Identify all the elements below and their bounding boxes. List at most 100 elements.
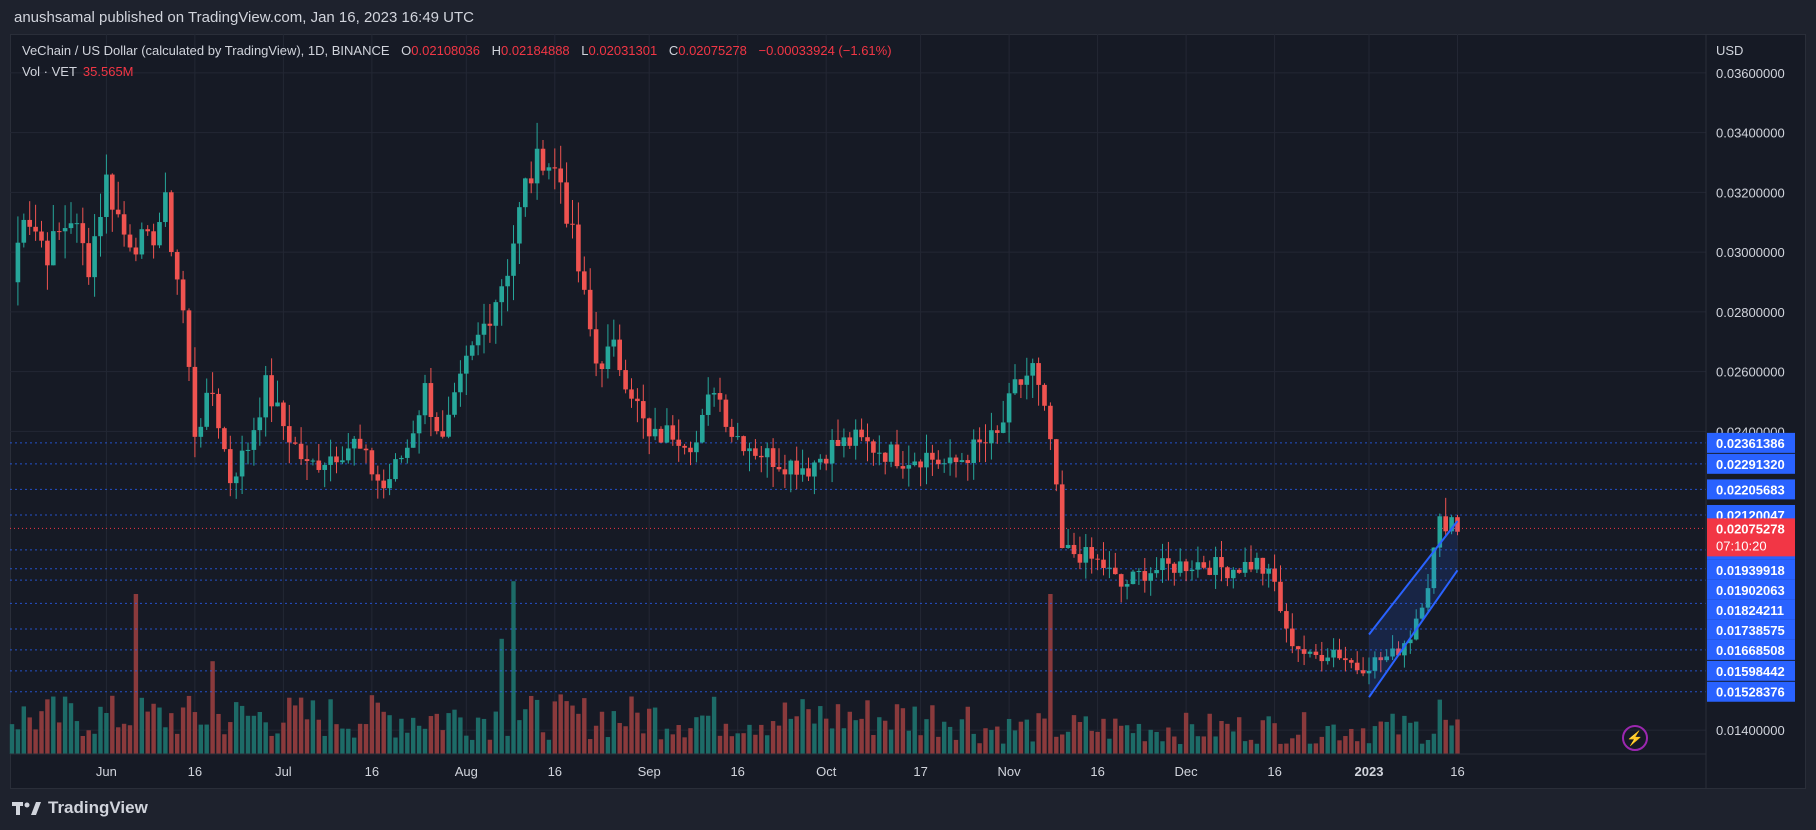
- volume-bar: [865, 700, 870, 754]
- x-tick-label: 16: [730, 764, 744, 779]
- volume-bar: [245, 715, 251, 754]
- candle-body: [251, 430, 257, 450]
- volume-bar: [228, 722, 233, 754]
- candle-body: [27, 219, 32, 227]
- candle-body: [1242, 561, 1248, 573]
- candle-body: [298, 443, 304, 460]
- volume-bar: [281, 722, 286, 754]
- candle-body: [652, 428, 658, 437]
- volume-bar: [322, 735, 327, 754]
- candle-body: [1313, 651, 1319, 655]
- candle-body: [1124, 584, 1130, 587]
- volume-bar: [676, 725, 681, 754]
- candle-body: [906, 465, 912, 469]
- candle-body: [434, 416, 440, 432]
- lightning-icon[interactable]: ⚡: [1622, 725, 1648, 751]
- candle-body: [281, 402, 286, 427]
- volume-bar: [735, 733, 740, 754]
- volume-bar: [62, 696, 68, 754]
- volume-bar: [393, 737, 398, 754]
- volume-key[interactable]: Vol · VET: [22, 64, 77, 79]
- volume-bar: [1077, 722, 1083, 754]
- candle-body: [410, 433, 416, 448]
- candle-body: [440, 431, 445, 437]
- volume-bar: [210, 661, 215, 754]
- tradingview-logo[interactable]: TradingView: [12, 798, 148, 818]
- volume-bar: [664, 728, 670, 754]
- volume-bar: [1060, 734, 1065, 754]
- volume-bar: [1378, 721, 1383, 754]
- candle-body: [1278, 581, 1283, 612]
- volume-bar: [110, 695, 115, 754]
- candle-body: [1337, 649, 1342, 659]
- volume-bar: [806, 709, 811, 754]
- volume-bar: [1148, 729, 1153, 754]
- candle-body: [1366, 670, 1372, 674]
- volume-bar: [9, 724, 15, 754]
- volume-bar: [33, 729, 38, 754]
- candle-body: [157, 222, 162, 246]
- candle-body: [464, 355, 469, 374]
- candle-body: [1018, 379, 1024, 385]
- volume-bar: [971, 733, 976, 754]
- candle-body: [546, 167, 552, 171]
- volume-bar: [1449, 725, 1454, 754]
- candle-body: [800, 468, 805, 475]
- price-labels-layer: 0.023613860.022913200.022056830.02120047…: [1707, 432, 1795, 702]
- price-level-tag: [1707, 432, 1795, 453]
- candle-body: [882, 452, 888, 462]
- candle-body: [534, 148, 540, 184]
- chart-legend-volume: Vol · VET 35.565M: [22, 64, 134, 79]
- volume-bar: [1278, 743, 1283, 754]
- volume-bar: [1402, 715, 1407, 754]
- candle-body: [62, 228, 68, 232]
- candle-body: [871, 441, 876, 453]
- volume-bar: [1248, 739, 1254, 754]
- chart-legend-ohlc: VeChain / US Dollar (calculated by Tradi…: [22, 43, 892, 58]
- volume-bar: [80, 735, 85, 754]
- volume-bar: [98, 706, 103, 754]
- volume-bar: [617, 722, 622, 754]
- candle-body: [859, 429, 864, 438]
- volume-bar: [180, 707, 186, 754]
- volume-bar: [652, 707, 658, 754]
- volume-bar: [1095, 731, 1100, 754]
- tradingview-logo-icon: [12, 802, 41, 815]
- volume-bar: [198, 724, 203, 754]
- candle-body: [1408, 639, 1413, 644]
- volume-bar: [1443, 719, 1448, 754]
- volume-bar: [883, 720, 888, 754]
- candle-body: [1360, 670, 1366, 674]
- candle-body: [56, 231, 62, 233]
- candle-body: [1048, 405, 1053, 440]
- close-value: 0.02075278: [678, 43, 747, 58]
- chart-frame[interactable]: [10, 34, 1806, 789]
- candle-body: [865, 437, 870, 442]
- candle-body: [635, 398, 640, 402]
- candle-body: [98, 216, 103, 237]
- volume-bar: [399, 718, 404, 754]
- candle-body: [275, 402, 280, 407]
- candle-body: [363, 448, 369, 451]
- volume-bar: [1419, 743, 1425, 754]
- volume-bar: [511, 581, 516, 754]
- volume-bar: [647, 708, 652, 754]
- symbol-name[interactable]: VeChain / US Dollar (calculated by Tradi…: [22, 43, 390, 58]
- volume-bar: [794, 716, 799, 754]
- candle-body: [1006, 393, 1012, 423]
- candle-body: [381, 480, 386, 489]
- candle-body: [292, 442, 298, 444]
- volume-bar: [1296, 734, 1301, 754]
- volume-bar: [629, 696, 634, 754]
- candle-body: [469, 345, 475, 356]
- volume-bar: [222, 734, 227, 754]
- candle-body: [829, 439, 835, 464]
- candle-body: [233, 476, 239, 484]
- candle-body: [169, 192, 174, 252]
- candle-body: [953, 457, 959, 463]
- volume-bar: [812, 723, 817, 754]
- candle-body: [186, 310, 192, 367]
- candle-body: [918, 461, 923, 468]
- volume-bar: [1301, 712, 1307, 754]
